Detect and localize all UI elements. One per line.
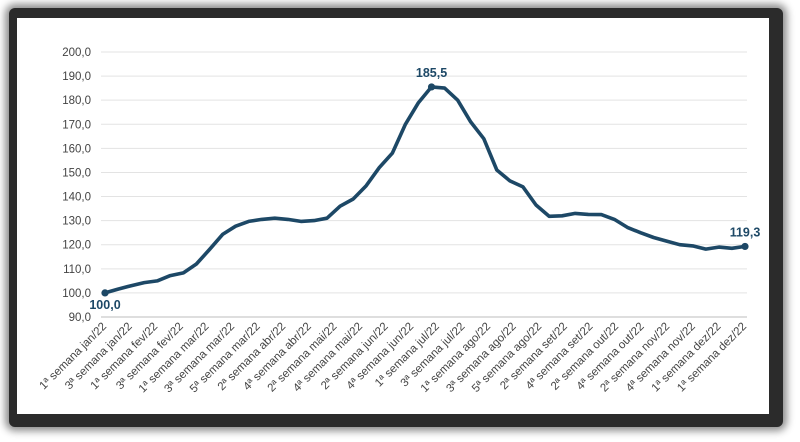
- y-tick-label: 110,0: [63, 264, 91, 276]
- y-axis-ticks: 90,0 100,0 110,0 120,0 130,0 140,0 150,0 160,0 1…: [62, 47, 91, 324]
- chart-frame: 90,0 100,0 110,0 120,0 130,0 140,0 150,0 160,0 1…: [9, 8, 783, 427]
- gridlines: [101, 51, 747, 318]
- y-tick-label: 190,0: [62, 71, 91, 83]
- data-label: 185,5: [416, 66, 447, 80]
- series-line: [103, 85, 747, 295]
- y-tick-label: 170,0: [62, 119, 91, 131]
- y-tick-label: 120,0: [62, 240, 91, 252]
- y-tick-label: 90,0: [69, 312, 91, 324]
- data-markers: [101, 83, 749, 297]
- y-tick-label: 140,0: [62, 192, 91, 204]
- y-tick-label: 130,0: [62, 216, 91, 228]
- data-point-marker: [101, 289, 109, 297]
- data-label: 119,3: [730, 225, 761, 239]
- data-point-marker: [427, 83, 436, 91]
- y-tick-label: 160,0: [62, 143, 91, 155]
- line-chart: 90,0100,0110,0120,0130,0140,0150,0160,01…: [37, 47, 760, 396]
- y-tick-label: 100,0: [62, 288, 91, 300]
- data-label: 100,0: [89, 298, 120, 312]
- chart-panel: 90,0 100,0 110,0 120,0 130,0 140,0 150,0 160,0 1…: [17, 18, 769, 414]
- y-tick-label: 180,0: [62, 95, 91, 107]
- data-labels: 100,0 185,5 119,3: [89, 66, 760, 312]
- y-tick-label: 200,0: [62, 47, 91, 59]
- y-tick-label: 150,0: [62, 167, 91, 179]
- data-point-marker: [741, 242, 749, 251]
